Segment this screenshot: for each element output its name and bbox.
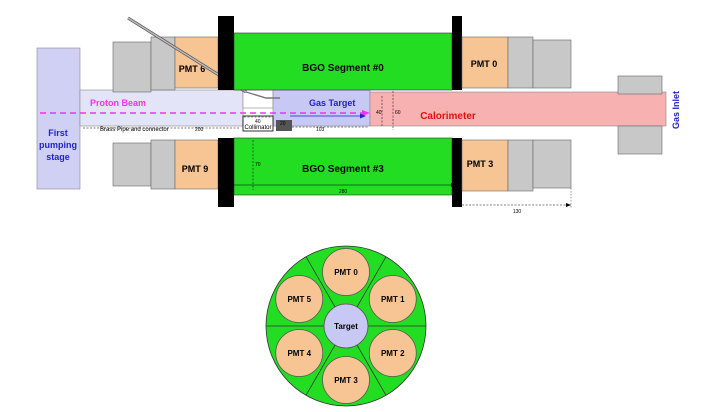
- target-a-dim-text: 20: [280, 121, 286, 127]
- pmt-9-label: PMT 9: [182, 164, 209, 174]
- target-label: Target: [334, 322, 358, 331]
- front-pmt-circle: [368, 275, 417, 323]
- top-left-grey-outer: [112, 41, 152, 93]
- bgo-segment-0-label: BGO Segment #0: [302, 63, 384, 74]
- first-pumping-stage-line-2: pumping: [39, 140, 77, 150]
- side-view: First pumping stage PMT 6 BGO Segment #0…: [36, 16, 681, 215]
- gas-inlet-block-top: [617, 75, 663, 95]
- front-pmt-circle: [322, 356, 370, 404]
- pmt-length-text: 130: [513, 209, 522, 215]
- first-pumping-stage-box: [36, 47, 81, 190]
- front-pmt-circle: [322, 248, 370, 296]
- front-view: PMT 0 PMT 1 PMT 2 PMT 3 PMT 4 PMT 5 Target: [265, 245, 427, 407]
- pmt-length-arrow: [566, 203, 571, 207]
- target-circle: [323, 303, 369, 349]
- front-pmts: PMT 0 PMT 1 PMT 2 PMT 3 PMT 4 PMT 5: [275, 248, 417, 404]
- flange-bottom-left: [218, 138, 234, 207]
- front-pmt-circle: [275, 275, 324, 323]
- segment-divider: [305, 344, 336, 396]
- bottom-left-grey-inner: [150, 139, 176, 190]
- cal-height-b-text: 60: [395, 110, 401, 116]
- brass-dim-text: 200: [195, 127, 204, 133]
- front-pmt-circle: [275, 329, 324, 377]
- bgo-length-arrow-left: [228, 183, 233, 187]
- brass-pipe: [79, 89, 244, 127]
- bgo-radius-text: 70: [255, 162, 261, 168]
- front-pmt-label: PMT 5: [287, 295, 311, 304]
- top-right-grey-inner: [507, 36, 534, 89]
- bottom-right-grey-outer: [532, 139, 572, 189]
- front-pmt-label: PMT 2: [381, 349, 405, 358]
- gas-target-label: Gas Target: [309, 98, 355, 108]
- pmt-3-label: PMT 3: [467, 159, 494, 169]
- pmt-0-label: PMT 0: [471, 59, 498, 69]
- first-pumping-stage-line-1: First: [48, 128, 68, 138]
- brass-pipe-label: Brass Pipe and connector: [100, 127, 169, 133]
- bgo-segment-3: [233, 137, 453, 196]
- segment-divider: [356, 344, 387, 396]
- cal-height-a-text: 40: [376, 110, 382, 116]
- flange-top-right: [452, 16, 462, 90]
- gas-inlet-block-bottom: [617, 125, 663, 155]
- collimator-dim-text: 40: [255, 119, 261, 125]
- bottom-right-grey-inner: [507, 139, 534, 192]
- calorimeter-label: Calorimeter: [420, 111, 476, 122]
- collimator-box: [242, 115, 274, 132]
- pmt-6-label: PMT 6: [179, 64, 206, 74]
- proton-beam-label: Proton Beam: [90, 98, 146, 108]
- flange-top-left: [218, 16, 234, 90]
- bgo-segment-3-label: BGO Segment #3: [302, 164, 384, 175]
- flange-bottom-right: [452, 138, 462, 207]
- collimator-dark-block: [276, 120, 292, 131]
- gas-inlet-bend: [245, 91, 280, 99]
- bgo-segment-0: [233, 32, 453, 91]
- first-pumping-stage-line-3: stage: [46, 152, 70, 162]
- gas-inlet-label: Gas Inlet: [671, 91, 681, 129]
- front-pmt-label: PMT 1: [381, 295, 405, 304]
- pmt-3-body: [461, 139, 509, 192]
- front-pmt-label: PMT 0: [334, 268, 358, 277]
- collimator-label: Collimator: [244, 125, 271, 131]
- top-right-grey-outer: [532, 39, 572, 89]
- front-pmt-label: PMT 4: [287, 349, 311, 358]
- segment-divider: [305, 256, 336, 308]
- proton-beam-arrow: [362, 110, 370, 116]
- pmt-9-body: [174, 139, 219, 190]
- bgo-length-arrow-right: [451, 183, 456, 187]
- segment-dividers: [266, 256, 426, 396]
- bgo-length-text: 280: [339, 189, 348, 195]
- calorimeter: [369, 91, 667, 127]
- front-pmt-label: PMT 3: [334, 376, 358, 385]
- front-pmt-circle: [368, 329, 417, 377]
- gas-target-arrow-head: [360, 113, 366, 119]
- bottom-left-grey-outer: [112, 142, 152, 187]
- segment-divider: [356, 256, 387, 308]
- target-cal-dim-text: 103: [316, 127, 325, 133]
